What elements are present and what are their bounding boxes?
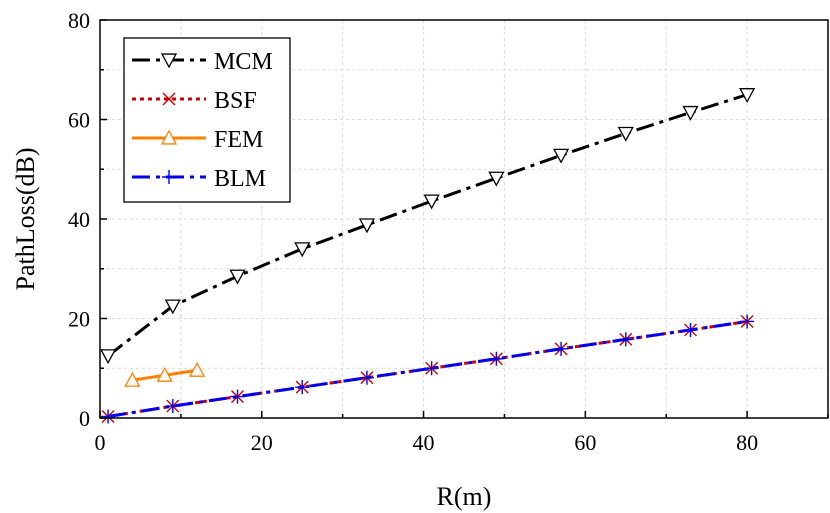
axes: 0 20 40 60 80 0 20 40 60 80	[68, 8, 829, 455]
legend-box	[123, 37, 291, 203]
data-point-mcm	[488, 171, 505, 187]
y-tick-label: 20	[68, 307, 90, 332]
x-tick-label: 20	[251, 430, 273, 455]
data-point-mcm	[423, 194, 440, 210]
legend-label: BSF	[214, 88, 257, 114]
series-line-blm	[107, 320, 748, 418]
legend-marker	[160, 53, 178, 69]
plot-series	[99, 88, 756, 424]
data-point-blm	[554, 341, 569, 356]
legend-item-bsf: BSF	[132, 88, 257, 114]
legend-item-mcm: MCM	[132, 49, 273, 75]
y-tick-label: 80	[68, 8, 90, 33]
data-point-mcm	[617, 126, 634, 142]
data-point-blm	[359, 370, 374, 385]
data-point-blm	[295, 380, 310, 395]
data-point-mcm	[294, 242, 311, 258]
series-fem	[124, 361, 206, 387]
legend-label: MCM	[214, 49, 273, 75]
data-point-mcm	[552, 148, 570, 164]
x-tick-label: 80	[736, 430, 758, 455]
data-point-blm	[683, 322, 698, 337]
data-point-blm	[165, 399, 180, 414]
legend-item-blm: BLM	[132, 166, 266, 192]
data-point-blm	[618, 332, 633, 347]
x-tick-label: 40	[413, 430, 435, 455]
y-tick-label: 60	[68, 108, 90, 133]
y-tick-label: 40	[68, 207, 90, 232]
data-point-blm	[489, 351, 504, 366]
legend-label: FEM	[214, 127, 263, 153]
data-point-fem	[188, 361, 206, 377]
legend-label: BLM	[214, 166, 266, 192]
data-point-blm	[740, 314, 755, 329]
series-mcm	[99, 88, 756, 365]
data-point-mcm	[739, 88, 756, 103]
legend-marker	[160, 129, 178, 145]
x-tick-label: 0	[95, 430, 106, 455]
data-point-mcm	[164, 299, 181, 315]
data-point-fem	[156, 366, 173, 382]
x-tick-label: 60	[574, 430, 596, 455]
data-point-blm	[101, 409, 116, 424]
legend-marker	[162, 170, 176, 184]
legend-item-fem: FEM	[132, 127, 263, 153]
y-axis-title: PathLoss(dB)	[11, 148, 40, 291]
data-point-mcm	[229, 269, 246, 285]
legend: MCM BSF FEM BLM	[123, 37, 291, 203]
x-axis-title: R(m)	[437, 482, 492, 511]
data-point-mcm	[682, 105, 699, 121]
data-point-mcm	[99, 349, 117, 365]
y-tick-label: 0	[79, 406, 90, 431]
data-point-fem	[124, 371, 141, 387]
data-point-blm	[230, 389, 245, 404]
grid	[100, 20, 828, 418]
series-line-mcm	[107, 93, 748, 358]
data-point-blm	[424, 361, 439, 376]
legend-marker	[162, 92, 176, 106]
data-point-mcm	[358, 218, 376, 234]
series-blm	[101, 314, 755, 424]
